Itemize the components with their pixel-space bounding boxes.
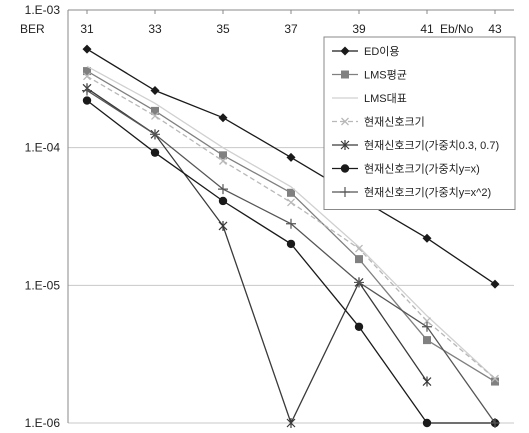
legend-label: 현재신호크기(가중치y=x^2) — [364, 186, 491, 199]
data-point — [286, 418, 296, 428]
data-point — [286, 152, 296, 162]
y-tick-labels: 1.E-03 1.E-04 1.E-05 1.E-06 — [25, 3, 61, 430]
data-point — [286, 218, 296, 229]
legend-marker — [340, 164, 350, 173]
axes — [67, 9, 514, 423]
data-point — [218, 196, 228, 206]
data-point — [151, 111, 159, 120]
data-point — [219, 157, 227, 165]
legend-entry: LMS평균 — [332, 69, 407, 82]
data-point — [490, 279, 500, 289]
data-point — [83, 72, 91, 81]
data-point — [422, 233, 432, 243]
x-tick-labels: 31 33 35 37 39 41 43 — [80, 22, 502, 36]
series-group — [82, 44, 500, 428]
x-tick-label: 31 — [80, 22, 94, 36]
series-4 — [83, 72, 499, 383]
data-point — [82, 44, 92, 54]
legend-marker — [340, 187, 350, 197]
legend-entry: 현재신호크기 — [332, 116, 425, 129]
legend-entry: ED이용 — [332, 45, 400, 58]
data-point — [491, 374, 499, 383]
data-point — [219, 151, 227, 160]
series-7 — [82, 85, 500, 428]
data-point — [355, 255, 363, 264]
data-point — [490, 418, 500, 428]
data-point — [150, 148, 160, 157]
legend-entry: 현재신호크기(가중치y=x^2) — [332, 186, 491, 199]
legend-entry: 현재신호크기(가중치y=x) — [332, 163, 480, 176]
legend-box — [323, 36, 516, 210]
x-tick-label: 41 — [420, 22, 434, 36]
data-point — [491, 377, 499, 386]
data-point — [82, 85, 92, 96]
data-point — [355, 244, 363, 253]
y-tick-label: 1.E-05 — [25, 278, 61, 292]
data-point — [286, 239, 296, 249]
y-axis-label: BER — [20, 22, 45, 36]
data-point — [423, 317, 431, 326]
legend-label: 현재신호크기(가중치0.3, 0.7) — [364, 139, 499, 152]
data-point — [422, 418, 432, 428]
legend-entry: 현재신호크기(가중치0.3, 0.7) — [332, 139, 499, 152]
data-point — [150, 86, 160, 96]
x-tick-label: 35 — [216, 22, 230, 36]
legend-entry: LMS대표 — [332, 92, 407, 105]
y-tick-label: 1.E-03 — [25, 3, 61, 17]
series-2 — [83, 67, 499, 386]
data-point — [422, 321, 432, 332]
data-point — [218, 220, 228, 231]
data-point — [151, 106, 159, 115]
data-point — [218, 113, 228, 123]
x-tick-label: 39 — [352, 22, 366, 36]
series-line — [86, 65, 496, 380]
data-point — [83, 67, 91, 76]
data-point — [218, 184, 228, 195]
data-point — [82, 96, 92, 105]
data-point — [354, 277, 364, 288]
data-point — [354, 322, 364, 331]
y-tick-label: 1.E-04 — [25, 141, 61, 155]
x-tick-label: 33 — [148, 22, 162, 36]
x-tick-label: 37 — [284, 22, 298, 36]
x-axis-label: Eb/No — [440, 22, 474, 36]
data-point — [287, 198, 295, 207]
legend-label: ED이용 — [364, 45, 400, 58]
x-tick-label: 43 — [488, 22, 502, 36]
series-1 — [82, 44, 500, 289]
legend-marker — [340, 46, 350, 56]
y-tick-label: 1.E-06 — [25, 416, 61, 430]
legend-label: 현재신호크기(가중치y=x) — [364, 163, 480, 176]
legend-marker — [341, 70, 349, 79]
data-point — [150, 129, 160, 140]
legend-label: 현재신호크기 — [364, 116, 425, 129]
legend-marker — [340, 140, 350, 150]
data-point — [422, 376, 432, 387]
legend-marker — [341, 117, 349, 126]
legend-label: LMS대표 — [364, 92, 407, 105]
data-point — [287, 188, 295, 197]
data-point — [423, 336, 431, 345]
legend-label: LMS평균 — [364, 69, 407, 82]
series-3 — [86, 65, 496, 380]
